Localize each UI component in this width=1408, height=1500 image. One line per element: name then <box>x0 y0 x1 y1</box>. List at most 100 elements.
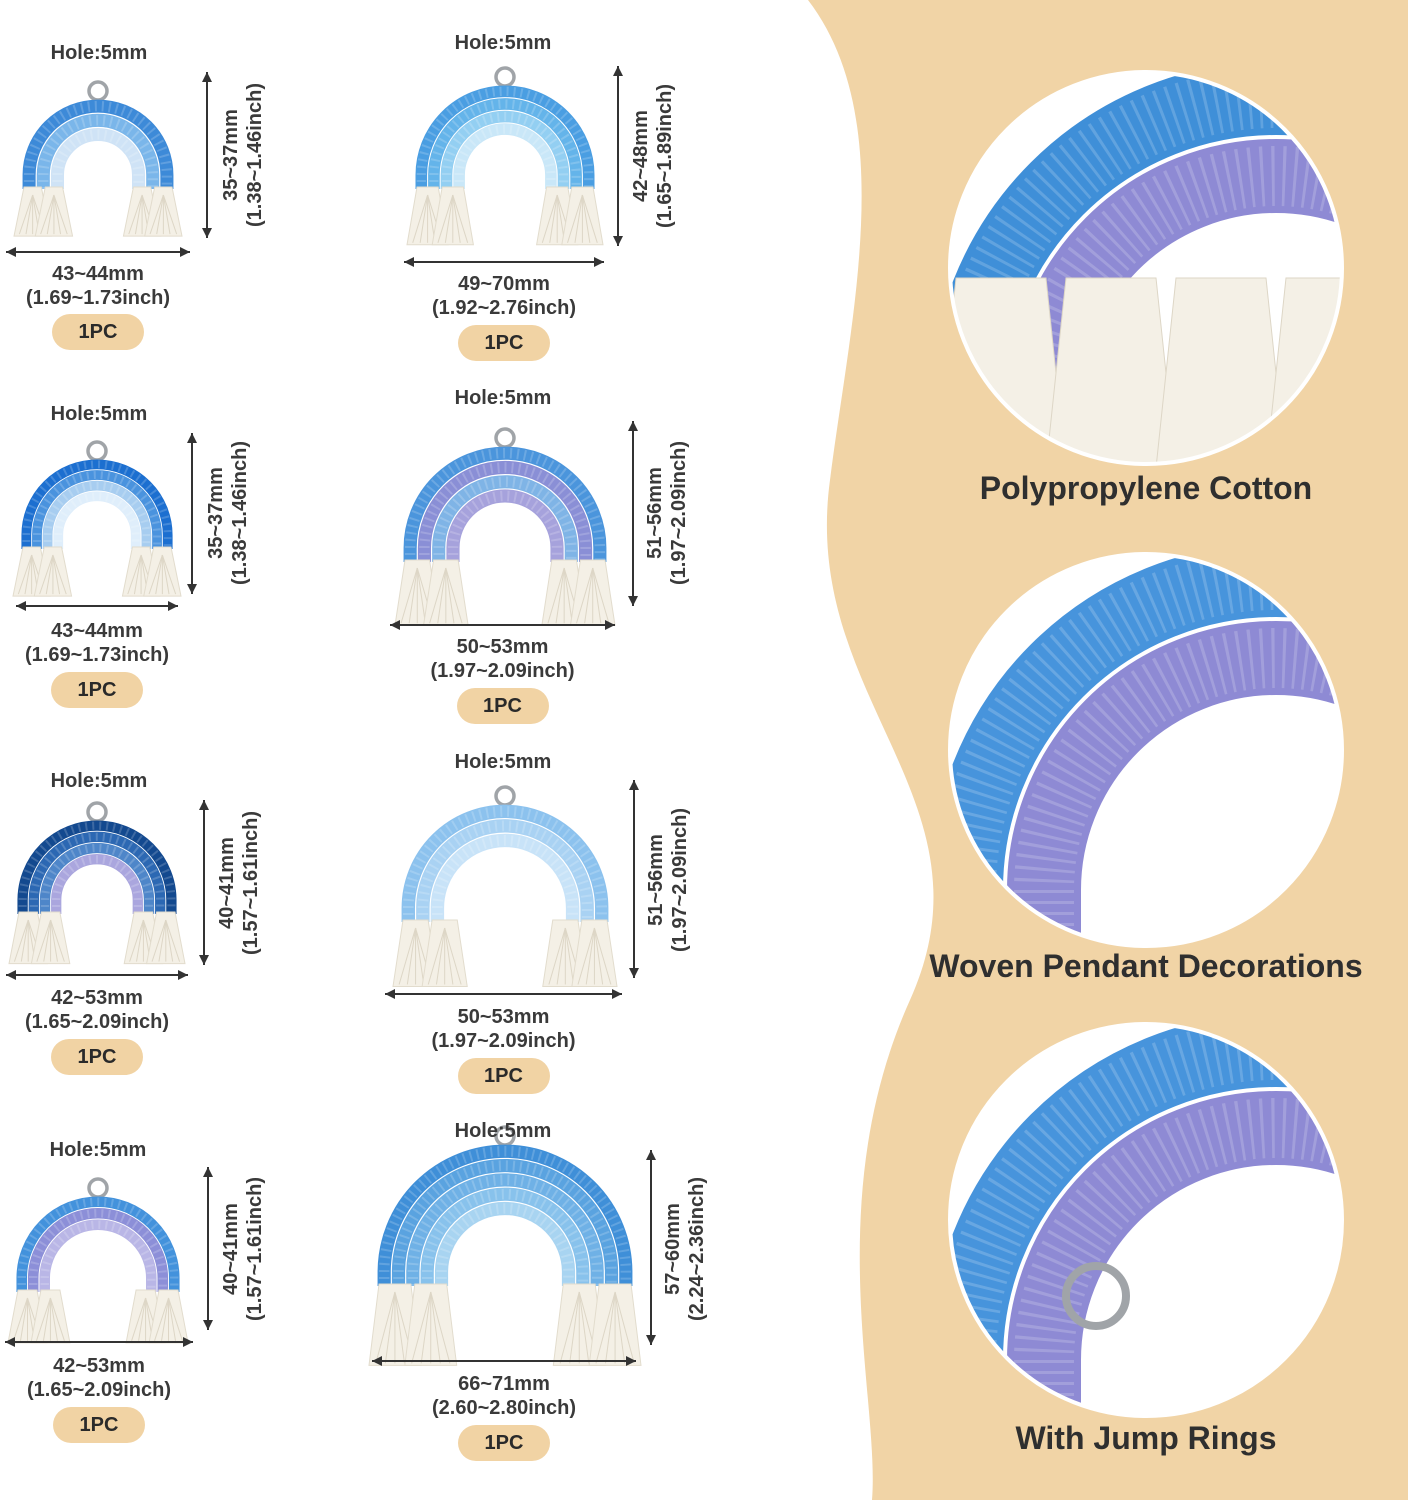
fringe-strand <box>427 927 446 985</box>
fringe-strand <box>445 567 455 624</box>
fringe-strand <box>162 194 171 235</box>
rainbow-arc <box>403 446 607 562</box>
dimension-arrow <box>390 620 615 630</box>
fringe-strand <box>133 554 142 595</box>
fringe-strand <box>161 1297 170 1341</box>
fringe-strand <box>19 1297 28 1341</box>
height-mm: 35~37mm <box>220 109 242 201</box>
fringe-strand <box>592 567 602 624</box>
fringe-strand <box>595 1291 616 1364</box>
height-inch: (1.38~1.46inch) <box>244 83 266 227</box>
fringe-strand <box>547 567 565 624</box>
fringe-strand <box>548 927 566 985</box>
rainbow-arc <box>440 110 570 189</box>
arc-texture <box>18 821 176 914</box>
rainbow-arc <box>21 459 173 549</box>
quantity-badge: 1PC <box>52 314 144 350</box>
fringe-strand <box>149 194 164 235</box>
width-mm: 43~44mm <box>52 263 144 285</box>
dimension-arrow <box>203 1167 213 1330</box>
fringe-strand <box>35 1297 51 1341</box>
fringe-strand <box>415 927 425 985</box>
rainbow-pendant <box>12 440 182 597</box>
arc-texture <box>417 820 593 922</box>
fringe-strand <box>49 1297 65 1341</box>
rainbow-arc <box>51 854 143 914</box>
height-inch: (1.57~1.61inch) <box>244 1177 266 1321</box>
quantity-badge: 1PC <box>457 1058 550 1094</box>
height-dimension-label: 40~41mm (1.57~1.61inch) <box>219 1177 267 1321</box>
quantity-badge: 1PC <box>53 1407 145 1443</box>
fringe-strand <box>400 567 418 624</box>
fringe-strand <box>437 567 447 624</box>
fringe-strand <box>13 919 29 962</box>
fringe-strand <box>17 554 33 595</box>
arc-texture <box>436 1203 574 1286</box>
fringe-strand <box>592 567 610 624</box>
fringe-strand <box>541 194 558 243</box>
dimension-arrow <box>613 66 623 246</box>
quantity-badge: 1PC <box>458 325 550 361</box>
hole-size-label: Hole:5mm <box>454 751 552 773</box>
arc-texture <box>454 124 556 189</box>
height-dimension-label: 35~37mm (1.38~1.46inch) <box>204 441 252 585</box>
height-inch: (1.97~2.09inch) <box>669 808 691 952</box>
arc-texture <box>432 835 578 922</box>
fringe-strand <box>46 194 55 235</box>
width-inch: (1.97~2.09inch) <box>430 660 575 682</box>
dimension-arrow <box>5 1337 193 1347</box>
hole-size-label: Hole:5mm <box>454 387 552 409</box>
arc-texture <box>40 1220 156 1292</box>
fringe-strand <box>156 194 164 235</box>
width-inch: (1.92~2.76inch) <box>432 297 576 319</box>
fringe-strand <box>18 194 34 235</box>
closeup-arc <box>1007 1091 1342 1416</box>
fringe-strand <box>556 927 566 985</box>
fringe-strand <box>549 194 558 243</box>
dimension-arrow <box>646 1150 656 1345</box>
width-dimension-label: 50~53mm (1.97~2.09inch) <box>432 1005 576 1053</box>
rainbow-arc <box>39 842 155 914</box>
rainbow-pendant <box>394 427 616 626</box>
rainbow-pendant <box>13 80 183 237</box>
arc-texture <box>43 481 151 549</box>
height-mm: 51~56mm <box>645 834 667 926</box>
rainbow-arc <box>445 848 565 922</box>
width-mm: 43~44mm <box>51 620 143 642</box>
width-inch: (1.65~2.09inch) <box>27 1379 171 1401</box>
rainbow-arc <box>446 489 564 562</box>
closeup-arc <box>1085 1169 1342 1416</box>
rainbow-arc <box>420 1187 590 1286</box>
rainbow-arc <box>39 1219 157 1292</box>
fringe-strand <box>398 927 417 985</box>
jump-ring-icon <box>86 440 108 462</box>
fringe-strand <box>585 927 595 985</box>
fringe-strand <box>435 927 446 985</box>
rainbow-arc <box>50 128 146 189</box>
fringe-strand <box>430 1291 451 1364</box>
fringe-strand <box>45 554 54 595</box>
fringe-strand <box>576 567 594 624</box>
rainbow-arc <box>428 98 582 189</box>
dimension-arrow <box>404 257 604 267</box>
width-inch: (1.97~2.09inch) <box>431 1030 576 1052</box>
arc-texture <box>52 855 142 914</box>
height-inch: (2.24~2.36inch) <box>686 1177 708 1321</box>
hole-size-label: Hole:5mm <box>454 1120 552 1142</box>
fringe-strand <box>43 919 52 962</box>
fringe-strand <box>134 194 143 235</box>
feature-label: With Jump Rings <box>1015 1420 1277 1456</box>
fringe-strand <box>430 1291 441 1364</box>
fringe-strand <box>574 194 583 243</box>
width-inch: (1.69~1.73inch) <box>25 644 169 666</box>
height-dimension-label: 42~48mm (1.65~1.89inch) <box>629 84 677 228</box>
arc-texture <box>52 129 144 189</box>
fringe-strand <box>50 919 65 962</box>
fringe-strand <box>161 554 170 595</box>
height-inch: (1.97~2.09inch) <box>668 441 690 585</box>
fringe-strand <box>419 194 429 243</box>
fringe-strand <box>127 554 142 595</box>
fringe-strand <box>50 919 58 962</box>
fringe-strand <box>578 1291 590 1364</box>
